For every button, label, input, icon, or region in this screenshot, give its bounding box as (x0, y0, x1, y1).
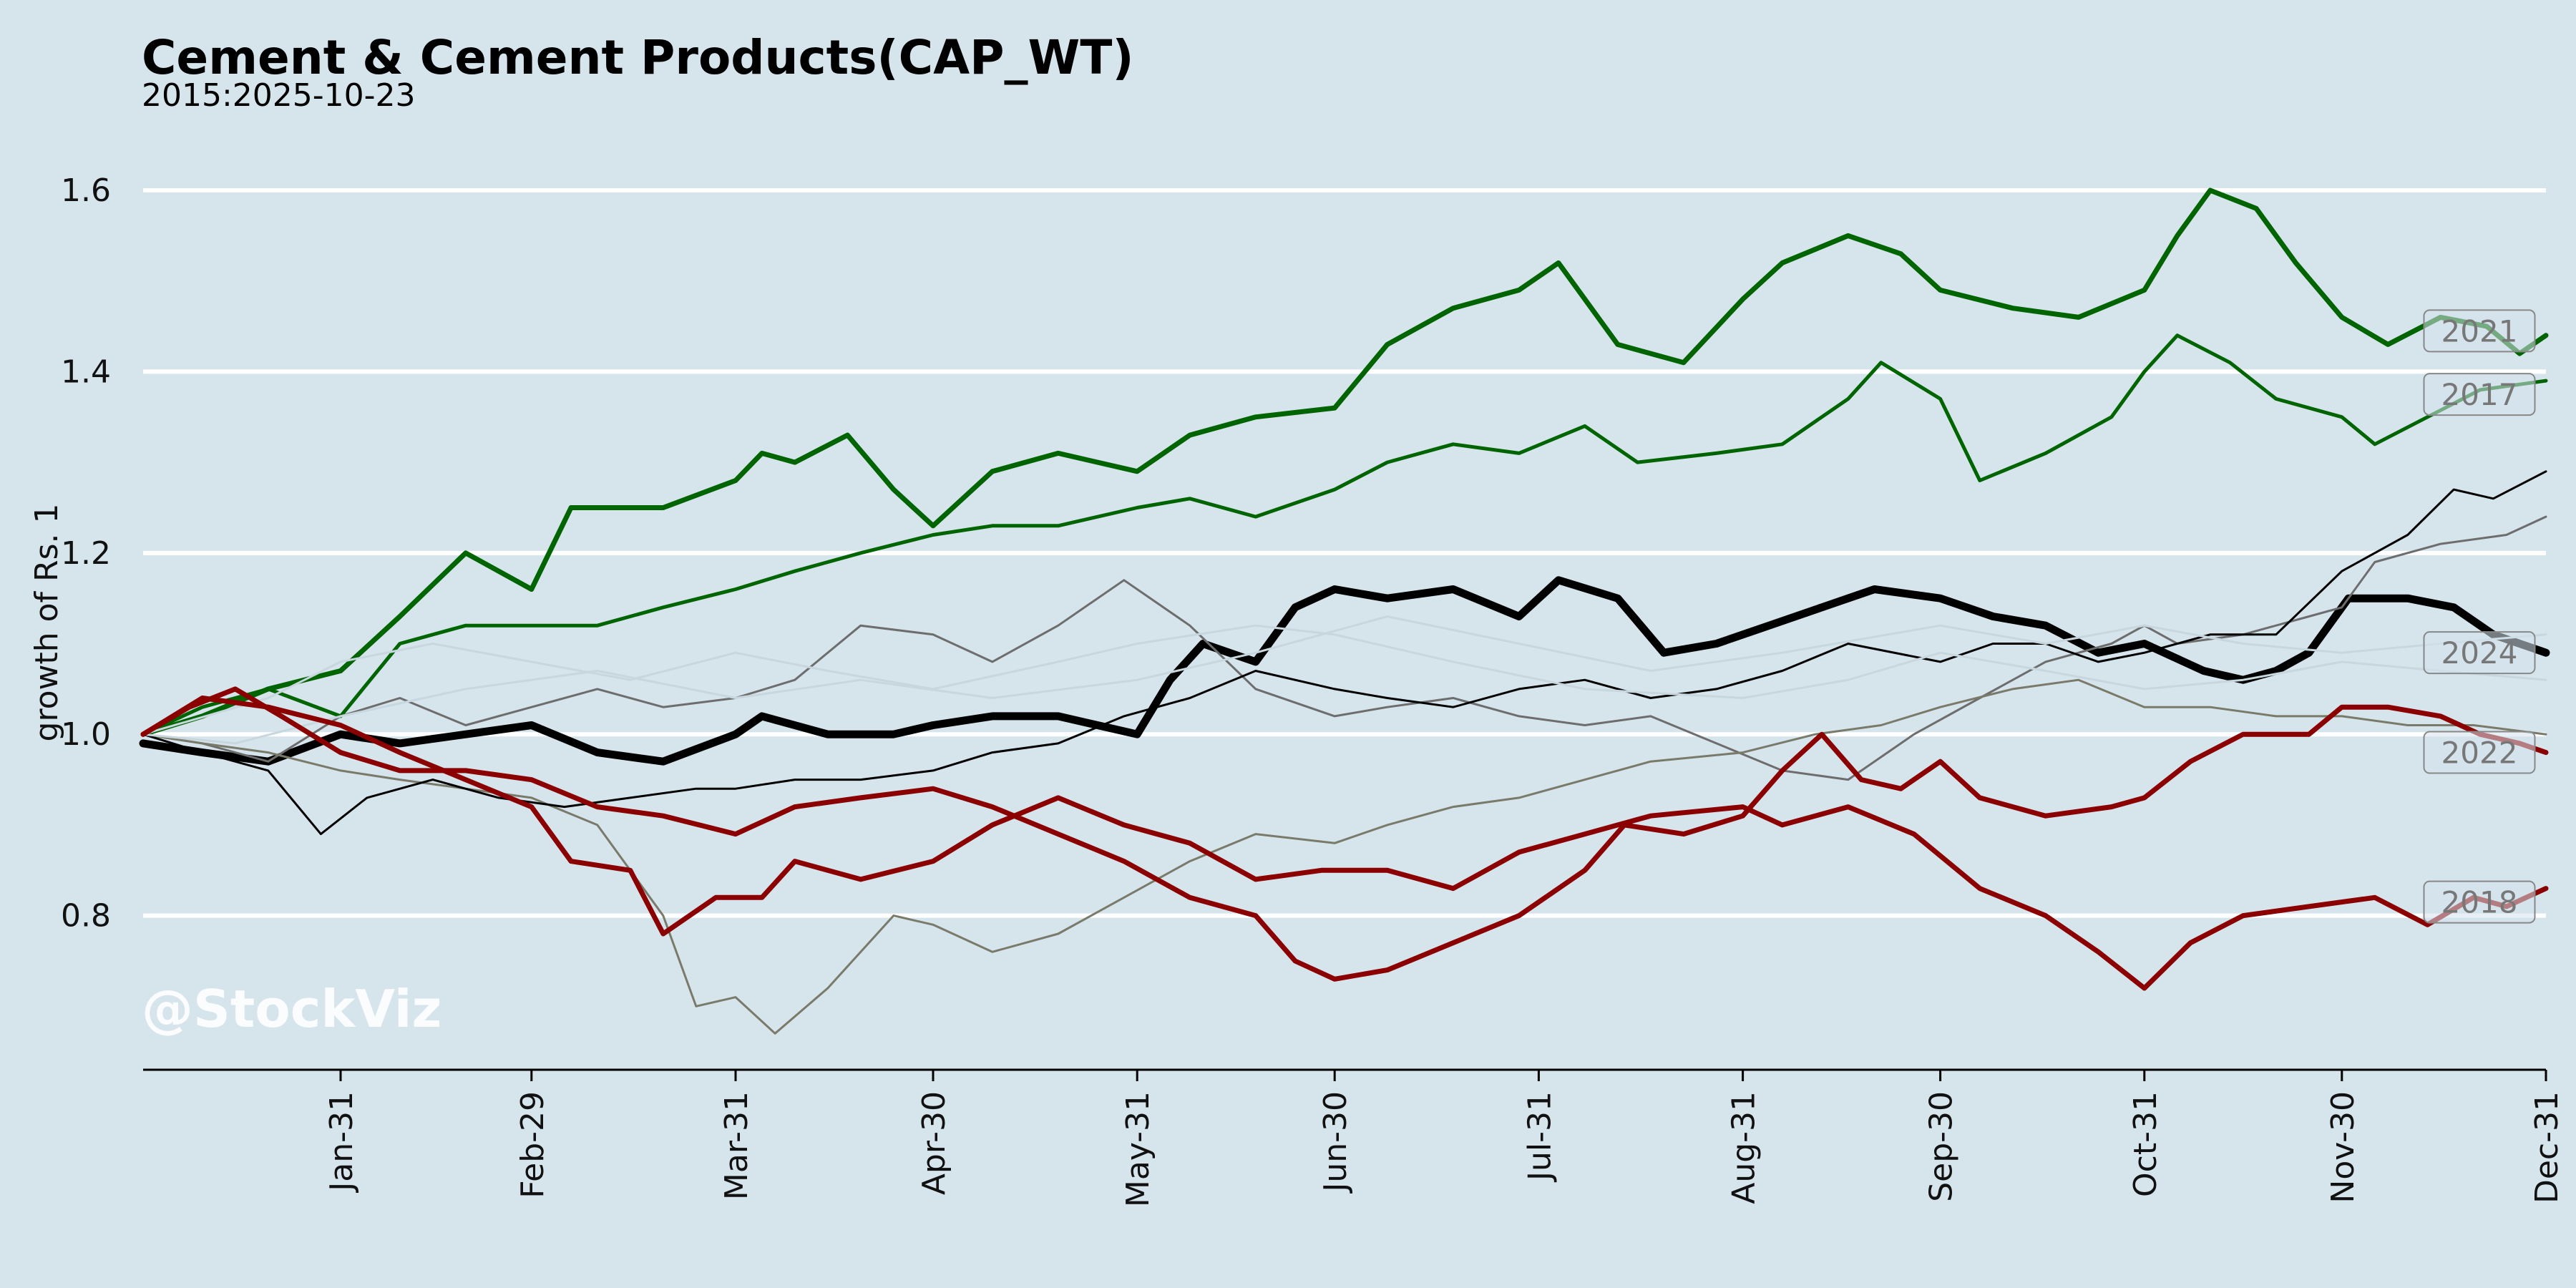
series-line-faint-a (142, 624, 2547, 736)
y-axis-ticks: 0.8 1.0 1.2 1.4 1.6 (61, 172, 111, 935)
series-line-grey-b (142, 678, 2547, 1035)
series-line-2022 (142, 515, 2547, 781)
series-line-2018 (140, 696, 2549, 991)
x-tick-label: Nov-30 (2325, 1091, 2361, 1204)
x-tick-label: Sep-30 (1923, 1091, 1960, 1202)
x-tick-label: Dec-31 (2529, 1091, 2565, 1204)
series-line-red-b (140, 686, 2549, 982)
end-label-box-2017 (2423, 373, 2536, 416)
y-tick-label: 1.4 (61, 353, 111, 390)
gridlines (143, 188, 2546, 918)
x-tick-label: Mar-31 (718, 1091, 755, 1200)
chart-title: Cement & Cement Products(CAP_WT) (142, 30, 1134, 85)
series-end-labels: 2021 2017 2024 2022 2018 (2423, 309, 2536, 924)
end-label-2017: 2017 (2441, 377, 2518, 412)
end-label-box-2022 (2423, 731, 2536, 774)
end-label-box-2018 (2423, 880, 2536, 924)
x-tick-label: Apr-30 (916, 1091, 952, 1195)
y-axis-label: growth of Rs. 1 (29, 504, 65, 742)
series-line-2017 (141, 333, 2548, 736)
x-tick-label: Aug-31 (1726, 1091, 1762, 1204)
end-label-box-2024 (2423, 631, 2536, 675)
watermark: @StockViz (142, 979, 441, 1039)
end-label-box-2021 (2423, 309, 2536, 353)
x-tick-label: Oct-31 (2127, 1091, 2164, 1197)
y-tick-label: 1.2 (61, 535, 111, 572)
end-label-2022: 2022 (2441, 736, 2518, 771)
chart-subtitle: 2015:2025-10-23 (142, 77, 416, 114)
y-tick-label: 1.0 (61, 716, 111, 753)
x-tick-label: Jan-31 (323, 1091, 360, 1194)
series-line-faint-b (142, 615, 2547, 745)
x-tick-label: Jul-31 (1521, 1091, 1558, 1183)
x-tick-label: May-31 (1120, 1091, 1156, 1207)
series-line-2021 (140, 187, 2549, 737)
y-tick-label: 1.6 (61, 172, 111, 209)
x-axis: Jan-31 Feb-29 Mar-31 Apr-30 May-31 Jun-30 Jul-… (143, 1068, 2565, 1207)
series-line-black-thin (142, 470, 2547, 836)
end-label-2018: 2018 (2441, 885, 2518, 920)
end-label-2024: 2024 (2441, 635, 2518, 670)
x-tick-label: Jun-30 (1317, 1091, 1354, 1194)
series-line-2024 (139, 576, 2550, 766)
series-lines (139, 187, 2550, 1035)
end-label-2021: 2021 (2441, 313, 2518, 348)
y-tick-label: 0.8 (61, 898, 111, 935)
x-tick-label: Feb-29 (514, 1091, 551, 1199)
